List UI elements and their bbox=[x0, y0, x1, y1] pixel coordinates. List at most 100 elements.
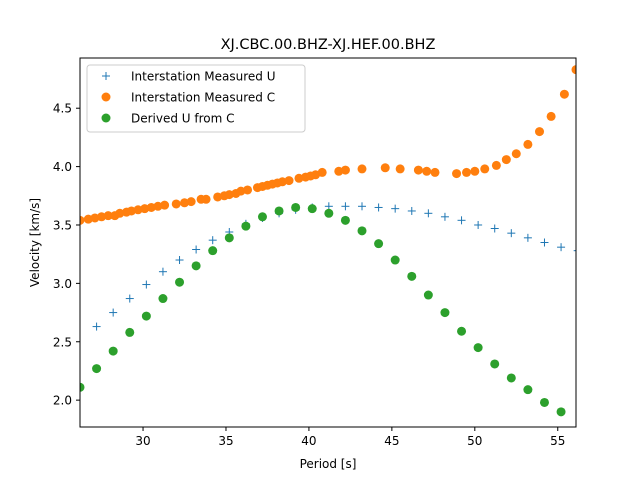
data-point bbox=[92, 322, 101, 331]
data-point bbox=[83, 214, 93, 224]
data-point bbox=[224, 190, 234, 200]
x-tick-label: 40 bbox=[301, 434, 316, 448]
data-point bbox=[115, 208, 125, 218]
x-tick-label: 30 bbox=[135, 434, 150, 448]
data-point bbox=[125, 327, 135, 337]
data-point bbox=[140, 204, 150, 214]
legend-marker bbox=[101, 92, 111, 102]
data-point bbox=[171, 199, 181, 209]
data-point bbox=[390, 255, 400, 265]
data-point bbox=[80, 215, 85, 225]
data-point bbox=[133, 205, 143, 215]
x-tick-label: 55 bbox=[550, 434, 565, 448]
data-point bbox=[103, 211, 113, 221]
data-point bbox=[224, 233, 234, 243]
data-point bbox=[391, 204, 400, 213]
y-tick-label: 3.5 bbox=[53, 218, 72, 232]
data-point bbox=[108, 346, 118, 356]
y-tick-label: 2.5 bbox=[53, 335, 72, 349]
data-point bbox=[257, 212, 267, 222]
x-tick-label: 50 bbox=[467, 434, 482, 448]
data-point bbox=[374, 203, 383, 212]
data-point bbox=[457, 326, 467, 336]
data-point bbox=[523, 385, 533, 395]
data-point bbox=[208, 236, 217, 245]
data-point bbox=[539, 397, 549, 407]
data-point bbox=[80, 382, 85, 392]
data-point bbox=[357, 164, 367, 174]
y-tick-label: 3.0 bbox=[53, 277, 72, 291]
data-point bbox=[506, 373, 516, 383]
legend-marker bbox=[101, 113, 111, 123]
data-point bbox=[153, 201, 163, 211]
data-point bbox=[317, 167, 327, 177]
data-point bbox=[358, 202, 367, 211]
y-axis-label: Velocity [km/s] bbox=[28, 198, 42, 287]
data-point bbox=[341, 202, 350, 211]
data-point bbox=[243, 185, 253, 195]
legend-label: Interstation Measured C bbox=[131, 91, 275, 105]
plot-marks bbox=[80, 65, 576, 417]
data-point bbox=[284, 176, 294, 186]
data-point bbox=[236, 186, 246, 196]
series-2 bbox=[80, 65, 576, 225]
x-axis: 30 35 40 45 50 55 bbox=[135, 427, 565, 448]
data-point bbox=[241, 221, 251, 231]
data-point bbox=[462, 167, 472, 177]
data-point bbox=[546, 111, 556, 121]
data-point bbox=[423, 290, 433, 300]
data-point bbox=[407, 271, 417, 281]
data-point bbox=[158, 294, 168, 304]
data-point bbox=[175, 256, 184, 265]
data-point bbox=[160, 200, 170, 210]
data-point bbox=[208, 246, 218, 256]
data-point bbox=[457, 216, 466, 225]
y-tick-label: 2.0 bbox=[53, 394, 72, 408]
legend: Interstation Measured U Interstation Meas… bbox=[86, 64, 306, 133]
data-point bbox=[556, 407, 566, 417]
data-point bbox=[192, 245, 201, 254]
data-point bbox=[340, 165, 350, 175]
y-tick-label: 4.5 bbox=[53, 102, 72, 116]
data-point bbox=[490, 359, 500, 369]
legend-entry: Interstation Measured C bbox=[101, 91, 275, 105]
series-3 bbox=[80, 202, 566, 417]
data-point bbox=[452, 169, 462, 179]
data-point bbox=[490, 224, 499, 233]
data-point bbox=[523, 139, 533, 149]
data-point bbox=[186, 197, 196, 207]
data-point bbox=[125, 294, 134, 303]
data-point bbox=[294, 173, 304, 183]
data-point bbox=[90, 213, 100, 223]
data-point bbox=[474, 220, 483, 229]
data-point bbox=[491, 160, 501, 170]
data-point bbox=[141, 311, 151, 321]
legend-box bbox=[86, 64, 306, 133]
data-point bbox=[277, 177, 287, 187]
data-point bbox=[540, 238, 549, 247]
data-point bbox=[430, 167, 440, 177]
data-point bbox=[559, 89, 569, 99]
data-point bbox=[374, 239, 384, 249]
data-point bbox=[324, 208, 334, 218]
data-point bbox=[523, 233, 532, 242]
legend-label: Derived U from C bbox=[131, 112, 235, 126]
plot-frame bbox=[79, 57, 577, 428]
data-point bbox=[274, 206, 284, 216]
data-point bbox=[307, 204, 317, 214]
data-point bbox=[158, 267, 167, 276]
data-point bbox=[511, 149, 521, 159]
data-point bbox=[480, 164, 490, 174]
data-point bbox=[291, 202, 301, 212]
x-tick-label: 45 bbox=[384, 434, 399, 448]
data-point bbox=[380, 163, 390, 173]
data-point bbox=[109, 308, 118, 317]
data-point bbox=[340, 215, 350, 225]
data-point bbox=[571, 65, 576, 75]
data-point bbox=[501, 155, 511, 165]
data-point bbox=[357, 226, 367, 236]
data-point bbox=[97, 212, 107, 222]
x-axis-label: Period [s] bbox=[300, 457, 357, 471]
data-point bbox=[507, 229, 516, 238]
